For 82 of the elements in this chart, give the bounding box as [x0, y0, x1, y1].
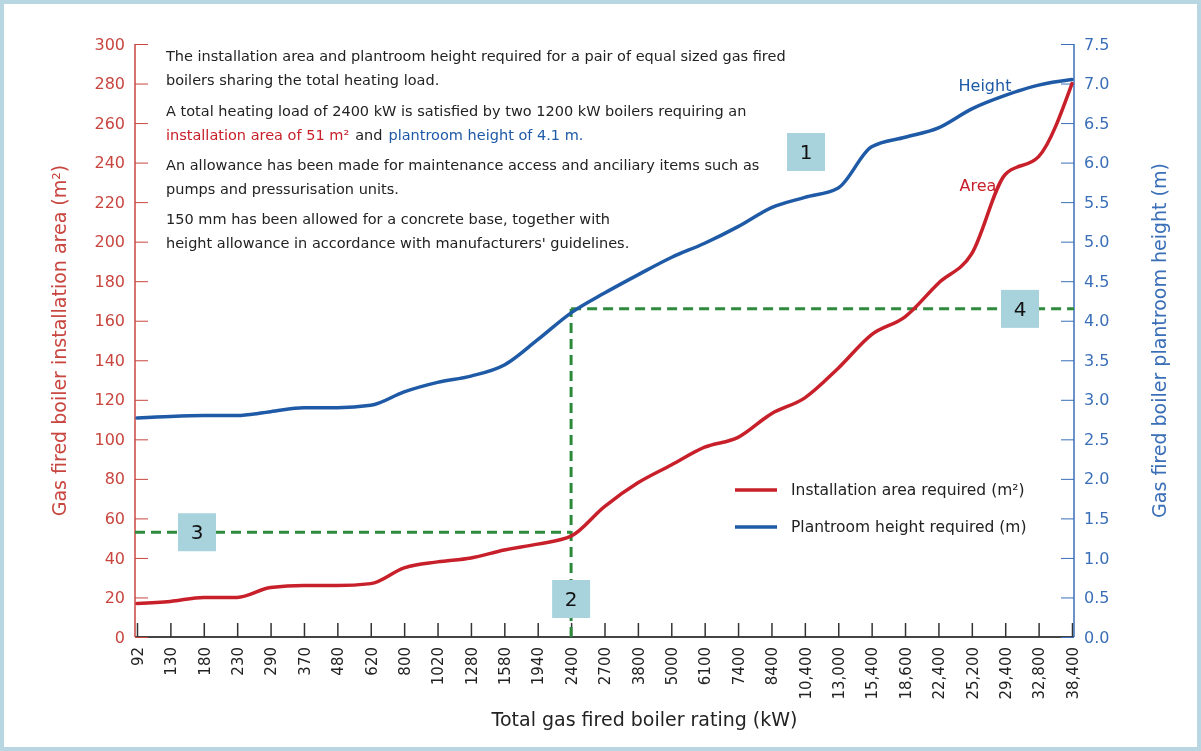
x-tick-label: 2400: [562, 647, 581, 686]
y-tick-label: 300: [94, 34, 125, 54]
x-tick-label: 10,400: [796, 647, 815, 700]
annotation: 3: [190, 520, 204, 545]
y-tick-label: 60: [104, 509, 125, 529]
x-tick-label: 480: [329, 647, 348, 676]
y-tick-label: 260: [94, 113, 125, 133]
x-tick-label: 1940: [529, 647, 548, 686]
x-tick-label: 32,800: [1030, 647, 1049, 700]
annotation: An allowance has been made for maintenance access and anciliary items such as: [166, 157, 760, 174]
y2-tick-label: 0.0: [1084, 627, 1110, 647]
annotation: height allowance in accordance with manufacturers' guidelines.: [166, 235, 630, 252]
x-tick-label: 25,200: [963, 647, 982, 700]
y2-axis-title: Gas fired boiler plantroom height (m): [1148, 163, 1170, 518]
y-tick-label: 220: [94, 192, 125, 212]
annotation: plantroom height of 4.1 m.: [388, 127, 584, 144]
x-tick-label: 5000: [663, 647, 682, 686]
annotation: boilers sharing the total heating load.: [166, 72, 440, 89]
y2-tick-label: 7.5: [1084, 34, 1110, 54]
annotation: The installation area and plantroom height required for a pair of equal sized gas fired: [165, 48, 786, 65]
annotation: installation area of 51 m²: [166, 127, 350, 144]
x-tick-label: 7400: [729, 647, 748, 686]
x-tick-label: 130: [162, 647, 181, 676]
x-tick-label: 3800: [629, 647, 648, 686]
y-tick-label: 160: [94, 311, 125, 331]
x-tick-label: 18,600: [896, 647, 915, 700]
y-tick-label: 200: [94, 232, 125, 252]
y2-tick-label: 3.5: [1084, 350, 1110, 370]
y2-tick-label: 5.5: [1084, 192, 1110, 212]
y2-tick-label: 4.0: [1084, 311, 1110, 331]
x-tick-label: 13,000: [830, 647, 848, 700]
y2-tick-label: 4.5: [1084, 271, 1110, 291]
x-tick-label: 1020: [429, 647, 448, 686]
y-tick-label: 140: [94, 350, 125, 370]
annotation: Height: [958, 75, 1012, 95]
y-tick-label: 0: [114, 627, 125, 647]
y-tick-label: 40: [104, 548, 125, 568]
y-tick-label: 80: [104, 469, 125, 489]
y-tick-label: 240: [94, 153, 125, 173]
annotation: Area: [959, 175, 997, 195]
x-tick-label: 22,400: [930, 647, 949, 700]
x-tick-label: 620: [362, 647, 381, 676]
annotation: pumps and pressurisation units.: [166, 181, 399, 198]
y2-tick-label: 3.0: [1084, 390, 1110, 410]
x-tick-label: 6100: [696, 647, 715, 686]
y-tick-label: 20: [104, 588, 125, 608]
x-tick-label: 290: [262, 647, 281, 676]
x-tick-label: 92: [128, 647, 147, 667]
y-tick-label: 280: [94, 74, 125, 94]
annotation: 150 mm has been allowed for a concrete base, together with: [166, 211, 611, 228]
x-tick-label: 1580: [496, 647, 515, 686]
y-tick-label: 100: [94, 429, 125, 449]
x-tick-label: 800: [395, 647, 414, 676]
y2-tick-label: 6.0: [1084, 153, 1110, 173]
y2-tick-label: 2.5: [1084, 429, 1110, 449]
y2-tick-label: 7.0: [1084, 74, 1110, 94]
y2-tick-label: 1.0: [1084, 548, 1110, 568]
annotation: 4: [1013, 297, 1027, 322]
x-tick-label: 230: [228, 647, 247, 676]
y2-tick-label: 2.0: [1084, 469, 1110, 489]
annotation: 1: [799, 140, 813, 165]
x-tick-label: 29,400: [996, 647, 1015, 700]
x-tick-label: 15,400: [863, 647, 882, 700]
x-tick-label: 8400: [763, 647, 782, 686]
annotation: and: [355, 127, 383, 144]
annotation: 2: [564, 587, 578, 612]
x-tick-label: 2700: [596, 647, 615, 686]
legend-label: Installation area required (m²): [791, 481, 1025, 500]
y-axis-title: Gas fired boiler installation area (m²): [48, 164, 70, 517]
y2-tick-label: 6.5: [1084, 113, 1110, 133]
y-tick-label: 120: [94, 390, 125, 410]
x-axis-title: Total gas fired boiler rating (kW): [490, 708, 798, 730]
y-tick-label: 180: [94, 271, 125, 291]
x-tick-label: 370: [295, 647, 314, 676]
x-tick-label: 180: [195, 647, 214, 676]
x-tick-label: 1280: [462, 647, 481, 686]
y2-tick-label: 1.5: [1084, 509, 1110, 529]
annotation: A total heating load of 2400 kW is satisfied by two 1200 kW boilers requiring an: [166, 103, 747, 120]
legend-label: Plantroom height required (m): [791, 518, 1027, 537]
y2-tick-label: 5.0: [1084, 232, 1110, 252]
x-tick-label: 38,400: [1063, 647, 1082, 700]
y2-tick-label: 0.5: [1084, 588, 1110, 608]
